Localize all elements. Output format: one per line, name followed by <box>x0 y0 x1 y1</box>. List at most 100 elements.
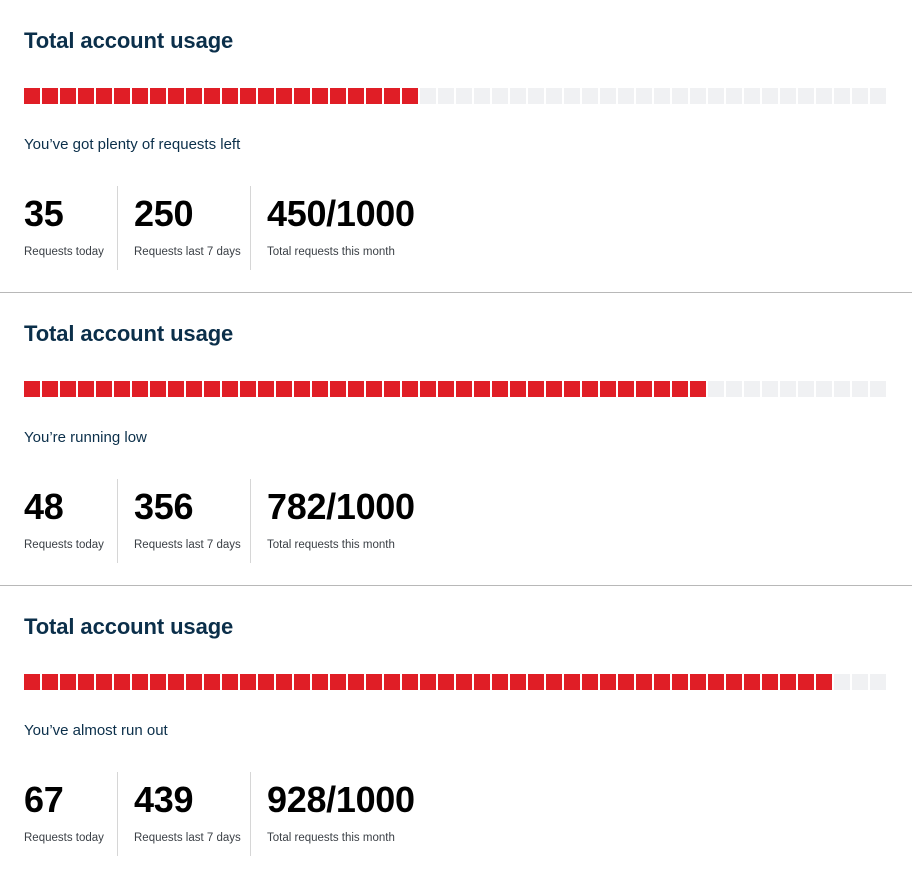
usage-card: Total account usage You’ve almost run ou… <box>0 586 912 880</box>
meter-segment-used <box>420 674 436 690</box>
meter-segment-used <box>258 674 274 690</box>
stat-label: Requests last 7 days <box>134 246 241 258</box>
meter-segment-unused <box>690 88 706 104</box>
meter-segment-used <box>510 674 526 690</box>
meter-segment-used <box>114 674 130 690</box>
stat-value: 450/1000 <box>267 193 415 234</box>
stats-row: 48 Requests today 356 Requests last 7 da… <box>24 479 450 563</box>
meter-segment-used <box>24 674 40 690</box>
stat-requests-today: 48 Requests today <box>24 479 117 563</box>
meter-segment-unused <box>780 381 796 397</box>
meter-segment-used <box>42 381 58 397</box>
meter-segment-unused <box>726 88 742 104</box>
meter-segment-used <box>168 674 184 690</box>
meter-segment-used <box>132 674 148 690</box>
stat-value: 67 <box>24 779 64 820</box>
meter-segment-used <box>456 674 472 690</box>
meter-segment-used <box>564 674 580 690</box>
meter-segment-unused <box>852 88 868 104</box>
meter-segment-unused <box>600 88 616 104</box>
meter-segment-used <box>258 381 274 397</box>
meter-segment-used <box>60 88 76 104</box>
meter-segment-used <box>96 381 112 397</box>
meter-segment-used <box>672 674 688 690</box>
card-title: Total account usage <box>24 614 234 639</box>
stat-label: Requests today <box>24 246 104 258</box>
meter-segment-used <box>438 381 454 397</box>
meter-segment-used <box>78 674 94 690</box>
meter-segment-used <box>600 674 616 690</box>
stat-label: Requests today <box>24 539 104 551</box>
usage-meter <box>24 88 886 104</box>
stat-value: 48 <box>24 486 64 527</box>
meter-segment-used <box>42 674 58 690</box>
meter-segment-used <box>816 674 832 690</box>
meter-segment-used <box>150 674 166 690</box>
stat-label: Requests last 7 days <box>134 832 241 844</box>
stat-label: Requests last 7 days <box>134 539 241 551</box>
meter-segment-used <box>240 674 256 690</box>
meter-segment-used <box>564 381 580 397</box>
meter-segment-used <box>240 381 256 397</box>
usage-status-text: You’ve got plenty of requests left <box>24 136 241 153</box>
meter-segment-used <box>636 381 652 397</box>
meter-segment-unused <box>564 88 580 104</box>
stats-row: 67 Requests today 439 Requests last 7 da… <box>24 772 450 856</box>
meter-segment-used <box>528 381 544 397</box>
meter-segment-used <box>258 88 274 104</box>
meter-segment-used <box>348 381 364 397</box>
meter-segment-used <box>744 674 760 690</box>
meter-segment-used <box>600 381 616 397</box>
meter-segment-used <box>222 88 238 104</box>
meter-segment-used <box>78 88 94 104</box>
meter-segment-used <box>24 88 40 104</box>
card-title: Total account usage <box>24 28 234 53</box>
meter-segment-unused <box>726 381 742 397</box>
meter-segment-used <box>348 88 364 104</box>
meter-segment-unused <box>582 88 598 104</box>
meter-segment-used <box>762 674 778 690</box>
meter-segment-used <box>204 674 220 690</box>
meter-segment-used <box>654 381 670 397</box>
meter-segment-used <box>402 381 418 397</box>
meter-segment-unused <box>834 674 850 690</box>
stat-requests-last-7-days: 250 Requests last 7 days <box>117 186 250 270</box>
meter-segment-used <box>618 381 634 397</box>
meter-segment-used <box>546 381 562 397</box>
stat-value: 439 <box>134 779 194 820</box>
stat-value: 928/1000 <box>267 779 415 820</box>
stat-total-requests-month: 928/1000 Total requests this month <box>250 772 450 856</box>
meter-segment-used <box>276 674 292 690</box>
meter-segment-used <box>186 674 202 690</box>
meter-segment-used <box>96 674 112 690</box>
meter-segment-used <box>294 674 310 690</box>
meter-segment-unused <box>852 674 868 690</box>
stat-label: Requests today <box>24 832 104 844</box>
meter-segment-used <box>492 674 508 690</box>
meter-segment-unused <box>762 381 778 397</box>
meter-segment-unused <box>636 88 652 104</box>
meter-segment-used <box>366 674 382 690</box>
meter-segment-unused <box>492 88 508 104</box>
meter-segment-used <box>312 381 328 397</box>
meter-segment-used <box>348 674 364 690</box>
meter-segment-unused <box>708 88 724 104</box>
meter-segment-used <box>798 674 814 690</box>
meter-segment-unused <box>654 88 670 104</box>
meter-segment-unused <box>762 88 778 104</box>
meter-segment-unused <box>798 381 814 397</box>
meter-segment-used <box>420 381 436 397</box>
usage-card: Total account usage You’ve got plenty of… <box>0 0 912 293</box>
usage-status-text: You’re running low <box>24 429 147 446</box>
stat-value: 356 <box>134 486 194 527</box>
meter-segment-used <box>96 88 112 104</box>
usage-card: Total account usage You’re running low 4… <box>0 293 912 586</box>
meter-segment-used <box>654 674 670 690</box>
meter-segment-used <box>42 88 58 104</box>
meter-segment-unused <box>870 674 886 690</box>
stat-value: 782/1000 <box>267 486 415 527</box>
meter-segment-used <box>186 88 202 104</box>
meter-segment-used <box>474 381 490 397</box>
stat-requests-today: 35 Requests today <box>24 186 117 270</box>
meter-segment-used <box>330 88 346 104</box>
